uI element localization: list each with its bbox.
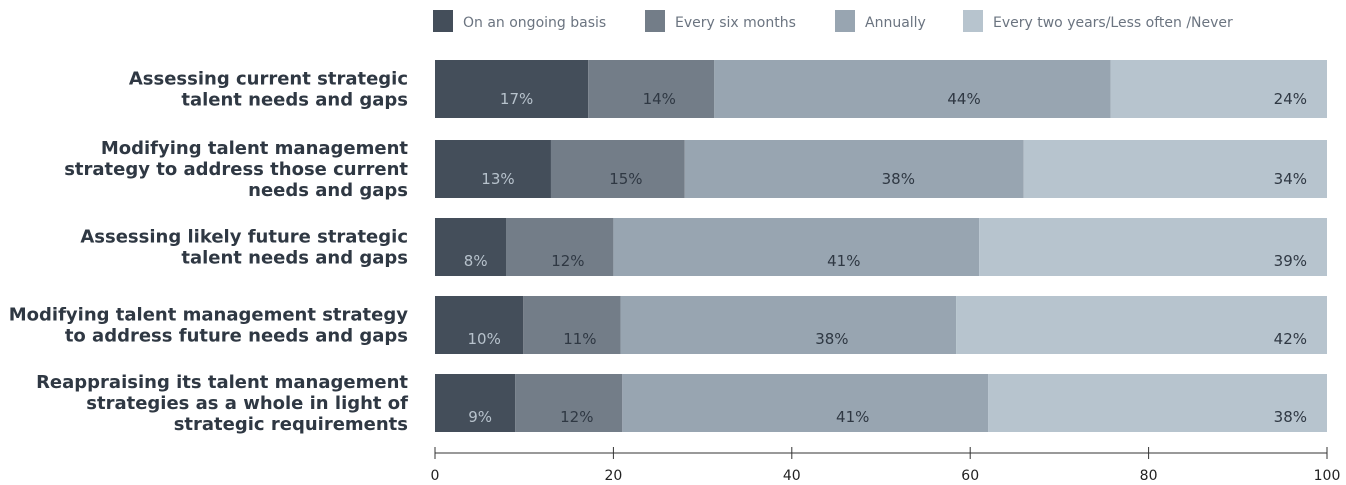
legend-label: Annually: [865, 15, 926, 31]
x-tick-label: 40: [783, 468, 801, 484]
bar-segment: [988, 374, 1327, 432]
x-axis: 0 20 40 60 80 100: [431, 447, 1341, 484]
x-tick-label: 20: [604, 468, 622, 484]
data-label: 10%: [467, 330, 500, 348]
data-label: 38%: [882, 170, 915, 188]
bar-segment: [435, 374, 516, 432]
category-label: Reappraising its talent management: [36, 372, 408, 393]
x-tick-label: 100: [1314, 468, 1341, 484]
bar-segment: [515, 374, 623, 432]
data-label: 15%: [609, 170, 642, 188]
bar-segment: [620, 296, 957, 354]
data-label: 12%: [560, 408, 593, 426]
data-label: 14%: [643, 90, 676, 108]
category-label: Modifying talent management strategy: [9, 305, 408, 326]
data-label: 34%: [1274, 170, 1307, 188]
category-label: Assessing current strategic: [129, 69, 408, 90]
bars: 17% 14% 44% 24% 13% 15% 38% 34% 8% 12% 41% 39% 10% 11…: [435, 60, 1327, 432]
bar-segment: [435, 140, 551, 198]
bar-segment: [435, 296, 524, 354]
legend-label: Every two years/Less often /Never: [993, 15, 1233, 31]
x-tick-label: 0: [431, 468, 440, 484]
bar-segment: [1110, 60, 1327, 118]
bar-segment: [613, 218, 980, 276]
bar-segment: [523, 296, 621, 354]
category-label: talent needs and gaps: [181, 248, 408, 269]
category-label: Modifying talent management: [101, 138, 409, 159]
bar-segment: [684, 140, 1024, 198]
legend-swatch: [645, 10, 665, 32]
category-label: strategy to address those current: [64, 159, 408, 180]
data-label: 44%: [947, 90, 980, 108]
data-label: 41%: [836, 408, 869, 426]
legend-label: Every six months: [675, 15, 796, 31]
bar-segment: [622, 374, 989, 432]
bar-segment: [435, 60, 589, 118]
data-label: 8%: [464, 252, 488, 270]
bar-segment: [588, 60, 715, 118]
data-label: 17%: [500, 90, 533, 108]
category-label: Assessing likely future strategic: [80, 227, 408, 248]
bar-segment: [435, 218, 507, 276]
data-label: 39%: [1274, 252, 1307, 270]
legend-label: On an ongoing basis: [463, 15, 606, 31]
category-label: to address future needs and gaps: [65, 326, 408, 347]
category-label: strategies as a whole in light of: [86, 393, 408, 414]
legend-swatch: [433, 10, 453, 32]
bar-segment: [956, 296, 1327, 354]
data-label: 38%: [815, 330, 848, 348]
data-label: 38%: [1274, 408, 1307, 426]
data-label: 42%: [1274, 330, 1307, 348]
x-tick-label: 60: [961, 468, 979, 484]
category-label: strategic requirements: [174, 414, 408, 435]
data-label: 41%: [827, 252, 860, 270]
category-label: talent needs and gaps: [181, 90, 408, 111]
data-label: 9%: [468, 408, 492, 426]
bar-segment: [979, 218, 1327, 276]
data-label: 13%: [481, 170, 514, 188]
bar-segment: [714, 60, 1111, 118]
legend: On an ongoing basis Every six months Annua…: [433, 10, 1233, 32]
bar-segment: [550, 140, 685, 198]
data-label: 24%: [1274, 90, 1307, 108]
x-tick-label: 80: [1140, 468, 1158, 484]
data-label: 11%: [563, 330, 596, 348]
category-label: needs and gaps: [248, 180, 408, 201]
bar-segment: [506, 218, 614, 276]
data-label: 12%: [551, 252, 584, 270]
legend-swatch: [835, 10, 855, 32]
bar-segment: [1023, 140, 1327, 198]
legend-swatch: [963, 10, 983, 32]
